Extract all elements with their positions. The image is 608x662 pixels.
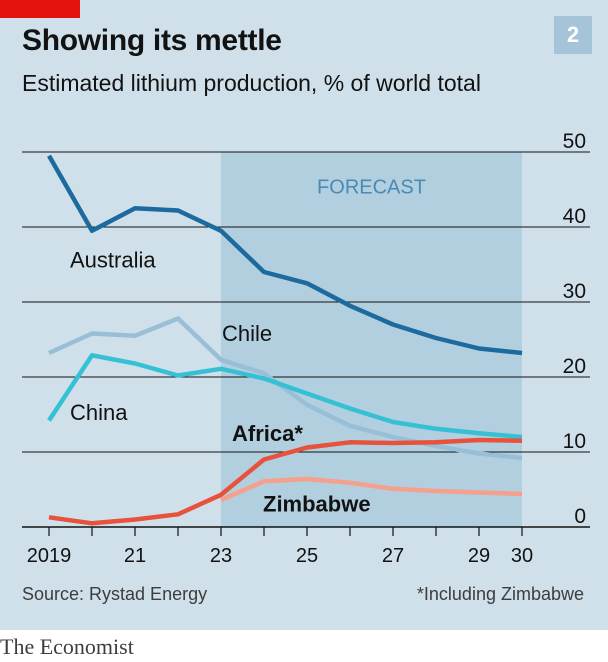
x-tick-label: 23	[210, 545, 232, 567]
chart-number-badge: 2	[554, 16, 592, 54]
series-line-africa	[48, 437, 523, 526]
forecast-shade	[221, 152, 522, 527]
y-tick-label: 10	[563, 430, 586, 453]
y-tick-label: 0	[574, 505, 586, 528]
x-tick-label: 21	[124, 545, 146, 567]
series-line-australia	[47, 154, 523, 356]
x-tick-label: 30	[511, 545, 533, 567]
y-tick-label: 50	[563, 130, 586, 153]
series-label-africa: Africa*	[232, 421, 303, 446]
x-tick-label: 25	[296, 545, 318, 567]
x-tick-label: 29	[468, 545, 490, 567]
y-tick-label: 20	[563, 355, 586, 378]
series-line-chile	[48, 316, 523, 461]
chart-subtitle: Estimated lithium production, % of world…	[22, 70, 481, 96]
x-tick-label: 27	[382, 545, 404, 567]
series-label-australia: Australia	[70, 248, 156, 273]
chart-title: Showing its mettle	[22, 24, 282, 57]
source-note: Source: Rystad Energy	[22, 584, 208, 604]
y-tick-label: 30	[563, 280, 586, 303]
series-line-china	[47, 353, 523, 440]
forecast-label: FORECAST	[317, 176, 426, 198]
line-chart: FORECAST 0 10 20 30 40 50 2019 21 23 25 27 29 30 Austr…	[22, 130, 590, 567]
brand-red-tag	[0, 0, 80, 18]
x-tick-label: 2019	[27, 545, 72, 567]
y-tick-label: 40	[563, 205, 586, 228]
footnote: *Including Zimbabwe	[416, 584, 584, 604]
economist-logo-text: The Economist	[0, 634, 134, 659]
series-label-china: China	[70, 400, 128, 425]
series-label-zimbabwe: Zimbabwe	[263, 491, 371, 516]
series-line-zimbabwe	[220, 476, 523, 503]
series-label-chile: Chile	[222, 321, 272, 346]
